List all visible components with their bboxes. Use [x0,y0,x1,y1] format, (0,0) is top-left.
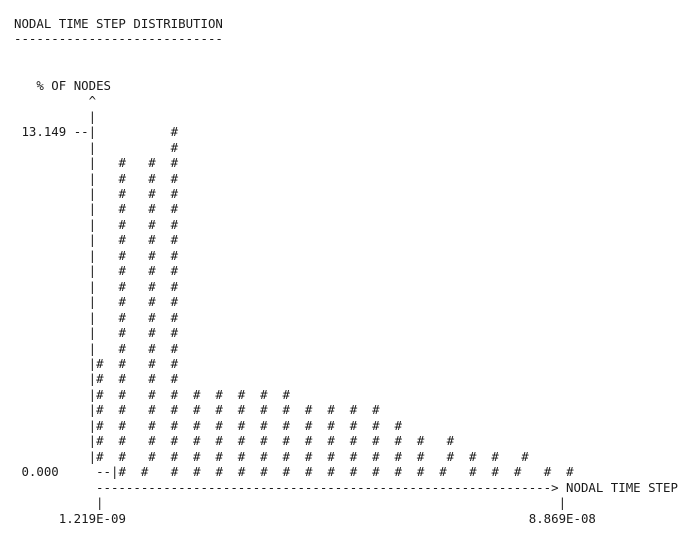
plot-row: |# # # # # # # # # # # # # # # # [14,433,455,449]
y-tick-label-max: 13.149 [21,124,67,140]
plot-row: | # # # [14,309,179,325]
plot-row: |# # # # # # # # # # # # # [14,402,380,418]
chart-title-underline: ---------------------------- [14,31,223,47]
plot-row: | # # # [14,201,179,217]
plot-row: 13.149 --| # [21,124,179,140]
plot-row: |# # # # [14,371,179,387]
x-axis-tick-marks: | | [14,495,567,511]
plot-row: 0.000 --|# # # # # # # # # # # # # # # #… [21,464,574,480]
plot-row: | # # # [14,340,179,356]
plot-row: | [14,108,97,124]
plot-row: | # [14,139,179,155]
plot-row: | # # # [14,170,179,186]
plot-row: | # # # [14,232,179,248]
y-axis-title-line: % OF NODES ^ [36,77,111,109]
chart-title: NODAL TIME STEP DISTRIBUTION [14,16,223,31]
x-tick-label-max: 8.869E-08 [528,510,596,526]
y-axis-title: % OF NODES [36,77,111,93]
plot-row: | # # # [14,185,179,201]
plot-row: |# # # # # # # # # # # # # # # # # # # [14,448,529,464]
plot-row: |# # # # # # # # # # # # # # [14,417,402,433]
y-tick-label-zero: 0.000 [21,464,59,480]
plot-row: | # # # [14,155,179,171]
plot-row: | # # # [14,216,179,232]
plot-row: | # # # [14,247,179,263]
plot-row: | # # # [14,294,179,310]
chart-text-plot: NODAL TIME STEP DISTRIBUTION -----------… [14,16,678,526]
plot-row: |# # # # # # # # # [14,386,291,402]
x-axis-tick-labels: 1.219E-09 8.869E-08 [14,511,596,526]
plot-row: |# # # # [14,355,179,371]
plot-body: | 13.149 --| # | # | # # # | # # # | # #… [14,108,574,480]
plot-row: | # # # [14,263,179,279]
plot-row: | # # # [14,278,179,294]
plot-row: | # # # [14,325,179,341]
x-tick-label-min: 1.219E-09 [58,510,126,526]
x-axis-line: ----------------------------------------… [14,479,678,495]
x-axis-title: NODAL TIME STEP [566,479,678,495]
